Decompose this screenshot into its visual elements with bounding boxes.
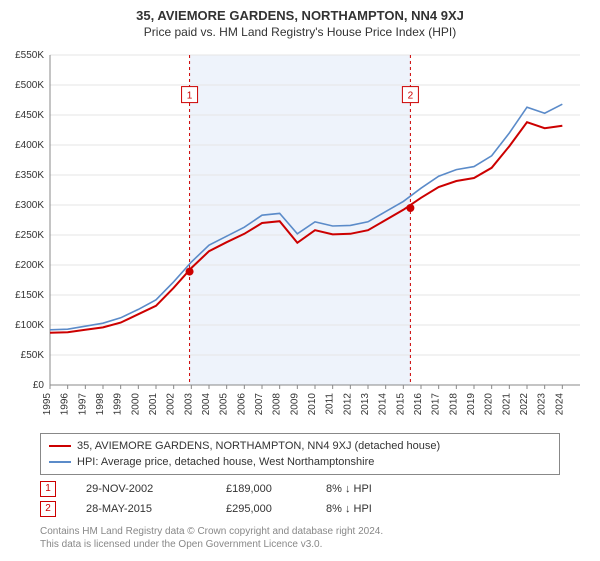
svg-text:£500K: £500K: [15, 80, 44, 91]
svg-text:2005: 2005: [219, 393, 230, 416]
table-row: 1 29-NOV-2002 £189,000 8% ↓ HPI: [40, 479, 560, 499]
line-chart-svg: £0 £50K £100K £150K £200K £250K £300K £350K £400…: [0, 45, 600, 425]
svg-text:£150K: £150K: [15, 290, 44, 301]
transactions-table: 1 29-NOV-2002 £189,000 8% ↓ HPI 2 28-MAY…: [40, 479, 560, 519]
svg-text:2018: 2018: [448, 393, 459, 416]
footer-attribution: Contains HM Land Registry data © Crown c…: [40, 525, 560, 551]
svg-text:2017: 2017: [431, 393, 442, 416]
svg-text:2000: 2000: [130, 393, 141, 416]
footer-line-2: This data is licensed under the Open Gov…: [40, 538, 560, 551]
svg-text:2023: 2023: [537, 393, 548, 416]
tx-marker-2: 2: [40, 501, 56, 517]
svg-text:2024: 2024: [554, 393, 565, 416]
svg-text:2013: 2013: [360, 393, 371, 416]
footer-line-1: Contains HM Land Registry data © Crown c…: [40, 525, 560, 538]
chart-subtitle: Price paid vs. HM Land Registry's House …: [0, 23, 600, 45]
tx-delta-2: 8% ↓ HPI: [326, 503, 406, 515]
svg-text:2011: 2011: [325, 393, 336, 415]
svg-text:2022: 2022: [519, 393, 530, 416]
svg-text:2004: 2004: [201, 393, 212, 416]
svg-text:2008: 2008: [272, 393, 283, 416]
legend-row-price-paid: 35, AVIEMORE GARDENS, NORTHAMPTON, NN4 9…: [49, 438, 551, 454]
svg-text:£450K: £450K: [15, 110, 44, 121]
svg-text:£350K: £350K: [15, 170, 44, 181]
svg-text:2019: 2019: [466, 393, 477, 416]
legend-label-price-paid: 35, AVIEMORE GARDENS, NORTHAMPTON, NN4 9…: [77, 438, 440, 454]
svg-text:£200K: £200K: [15, 260, 44, 271]
legend-swatch-hpi: [49, 461, 71, 463]
svg-text:1995: 1995: [42, 393, 53, 416]
svg-text:1999: 1999: [113, 393, 124, 416]
svg-text:1998: 1998: [95, 393, 106, 416]
legend-box: 35, AVIEMORE GARDENS, NORTHAMPTON, NN4 9…: [40, 433, 560, 475]
svg-text:2020: 2020: [484, 393, 495, 416]
svg-text:2006: 2006: [236, 393, 247, 416]
svg-text:2001: 2001: [148, 393, 159, 416]
svg-text:2010: 2010: [307, 393, 318, 416]
table-row: 2 28-MAY-2015 £295,000 8% ↓ HPI: [40, 499, 560, 519]
svg-text:£100K: £100K: [15, 320, 44, 331]
chart-title: 35, AVIEMORE GARDENS, NORTHAMPTON, NN4 9…: [0, 0, 600, 23]
svg-text:2002: 2002: [166, 393, 177, 416]
svg-text:£250K: £250K: [15, 230, 44, 241]
legend-row-hpi: HPI: Average price, detached house, West…: [49, 454, 551, 470]
svg-text:£550K: £550K: [15, 50, 44, 61]
legend-label-hpi: HPI: Average price, detached house, West…: [77, 454, 374, 470]
svg-text:£300K: £300K: [15, 200, 44, 211]
svg-text:2007: 2007: [254, 393, 265, 416]
svg-text:£0: £0: [33, 380, 45, 391]
svg-text:2021: 2021: [501, 393, 512, 416]
tx-marker-1: 1: [40, 481, 56, 497]
tx-price-1: £189,000: [226, 483, 296, 495]
svg-text:1997: 1997: [77, 393, 88, 416]
svg-text:2: 2: [408, 91, 414, 102]
svg-text:2015: 2015: [395, 393, 406, 416]
svg-text:£50K: £50K: [21, 350, 45, 361]
tx-price-2: £295,000: [226, 503, 296, 515]
svg-text:2016: 2016: [413, 393, 424, 416]
svg-text:2003: 2003: [183, 393, 194, 416]
svg-text:2014: 2014: [378, 393, 389, 416]
tx-delta-1: 8% ↓ HPI: [326, 483, 406, 495]
svg-text:1: 1: [187, 91, 193, 102]
tx-date-1: 29-NOV-2002: [86, 483, 196, 495]
tx-date-2: 28-MAY-2015: [86, 503, 196, 515]
chart-area: £0 £50K £100K £150K £200K £250K £300K £350K £400…: [0, 45, 600, 425]
legend-swatch-price-paid: [49, 445, 71, 447]
svg-text:£400K: £400K: [15, 140, 44, 151]
svg-text:2009: 2009: [289, 393, 300, 416]
svg-text:2012: 2012: [342, 393, 353, 416]
svg-text:1996: 1996: [60, 393, 71, 416]
